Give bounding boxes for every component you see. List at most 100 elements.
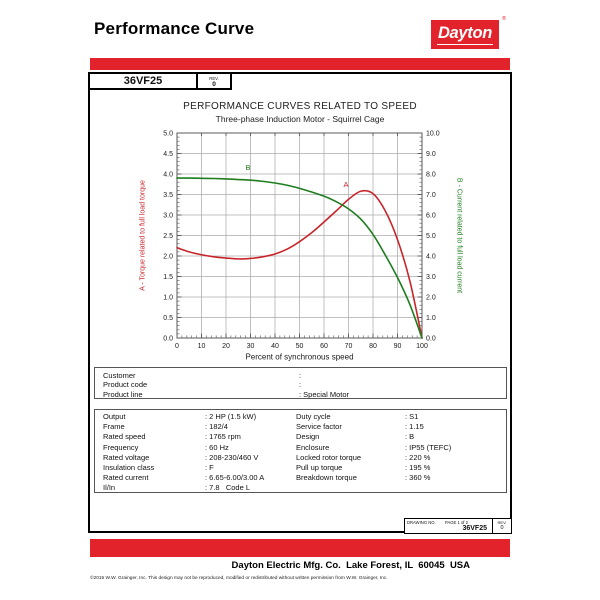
spec-row: Rated voltage 208-230/460 V Locked rotor… bbox=[95, 453, 506, 463]
svg-text:70: 70 bbox=[345, 343, 353, 350]
footer-company-address: Dayton Electric Mfg. Co. Lake Forest, IL… bbox=[231, 560, 470, 571]
spec-label: Frequency bbox=[103, 442, 139, 452]
spec-row: Frequency 60 Hz Enclosure IP55 (TEFC) bbox=[95, 443, 506, 453]
svg-text:60: 60 bbox=[320, 343, 328, 350]
svg-text:100: 100 bbox=[416, 343, 428, 350]
spec-value: 7.8 Code L bbox=[205, 483, 250, 492]
spec-row: Output 2 HP (1.5 kW) Duty cycle S1 bbox=[95, 412, 506, 422]
spec-value: 195 % bbox=[405, 463, 430, 472]
svg-text:7.0: 7.0 bbox=[426, 192, 436, 199]
svg-text:0.0: 0.0 bbox=[426, 336, 436, 343]
row-label: Customer bbox=[103, 370, 136, 380]
drawing-number-box: DRAWING NO. PAGE 1 of 2 36VF25 REV. 0 bbox=[404, 518, 512, 534]
svg-text:1.5: 1.5 bbox=[163, 274, 173, 281]
customer-info-box: Customer Product code Product line Speci… bbox=[94, 367, 507, 399]
spec-value: 1765 rpm bbox=[205, 432, 241, 441]
svg-text:4.0: 4.0 bbox=[163, 172, 173, 179]
svg-text:80: 80 bbox=[369, 343, 377, 350]
dayton-logo: Dayton ® bbox=[431, 16, 506, 49]
left-axis-label: A - Torque related to full load torque bbox=[139, 180, 147, 291]
svg-text:B: B bbox=[246, 163, 251, 172]
spec-value: 1.15 bbox=[405, 422, 424, 431]
rev-label: REV. bbox=[209, 75, 219, 81]
page-number-label: PAGE 1 of 2 bbox=[445, 520, 468, 525]
header-red-bar bbox=[90, 58, 510, 70]
registered-trademark-icon: ® bbox=[501, 16, 506, 22]
svg-text:A: A bbox=[344, 180, 349, 189]
svg-text:40: 40 bbox=[271, 343, 279, 350]
row-label: Product line bbox=[103, 389, 143, 399]
svg-text:0.5: 0.5 bbox=[163, 315, 173, 322]
spec-label: Service factor bbox=[296, 422, 342, 432]
spec-row: Rated current 6.65-6.00/3.00 A Breakdown… bbox=[95, 473, 506, 483]
svg-text:10.0: 10.0 bbox=[426, 131, 440, 138]
customer-row: Product line Special Motor bbox=[95, 390, 506, 400]
spec-value: 60 Hz bbox=[205, 443, 229, 452]
spec-value: 360 % bbox=[405, 473, 430, 482]
spec-row: Rated speed 1765 rpm Design B bbox=[95, 432, 506, 442]
spec-row: Il/In 7.8 Code L bbox=[95, 483, 506, 493]
dayton-logo-text: Dayton bbox=[436, 24, 494, 45]
svg-text:20: 20 bbox=[222, 343, 230, 350]
spec-label: Insulation class bbox=[103, 462, 155, 472]
spec-value: 6.65-6.00/3.00 A bbox=[205, 473, 264, 482]
footer-copyright: ©2015 W.W. Grainger, Inc. This design ma… bbox=[90, 576, 388, 581]
row-value bbox=[299, 371, 303, 380]
svg-text:1.0: 1.0 bbox=[163, 295, 173, 302]
footer-red-bar bbox=[90, 539, 510, 557]
customer-row: Customer bbox=[95, 371, 506, 381]
rev-value: 0 bbox=[500, 525, 504, 531]
row-value bbox=[299, 380, 303, 389]
spec-value: 208-230/460 V bbox=[205, 453, 258, 462]
svg-text:90: 90 bbox=[394, 343, 402, 350]
spec-label: Rated voltage bbox=[103, 452, 150, 462]
svg-text:30: 30 bbox=[247, 343, 255, 350]
spec-value: 182/4 bbox=[205, 422, 228, 431]
spec-label: Rated speed bbox=[103, 432, 146, 442]
svg-text:3.0: 3.0 bbox=[426, 274, 436, 281]
spec-label: Rated current bbox=[103, 473, 149, 483]
spec-value: F bbox=[205, 463, 214, 472]
spec-value: 220 % bbox=[405, 453, 430, 462]
row-value: Special Motor bbox=[299, 390, 349, 399]
spec-label: Duty cycle bbox=[296, 412, 331, 421]
svg-text:4.0: 4.0 bbox=[426, 254, 436, 261]
spec-label: Frame bbox=[103, 422, 125, 432]
spec-label: Design bbox=[296, 432, 320, 442]
svg-text:9.0: 9.0 bbox=[426, 151, 436, 158]
chart-title: PERFORMANCE CURVES RELATED TO SPEED bbox=[183, 101, 417, 112]
spec-value: IP55 (TEFC) bbox=[405, 443, 451, 452]
svg-text:10: 10 bbox=[198, 343, 206, 350]
page-title: Performance Curve bbox=[94, 19, 255, 38]
svg-text:4.5: 4.5 bbox=[163, 151, 173, 158]
svg-text:2.5: 2.5 bbox=[163, 233, 173, 240]
spec-row: Frame 182/4 Service factor 1.15 bbox=[95, 422, 506, 432]
svg-text:3.0: 3.0 bbox=[163, 213, 173, 220]
svg-text:5.0: 5.0 bbox=[163, 131, 173, 138]
main-border-box bbox=[88, 72, 512, 533]
svg-text:1.0: 1.0 bbox=[426, 315, 436, 322]
svg-text:50: 50 bbox=[296, 343, 304, 350]
svg-text:5.0: 5.0 bbox=[426, 233, 436, 240]
spec-label: Pull up torque bbox=[296, 462, 343, 472]
svg-text:0.0: 0.0 bbox=[163, 336, 173, 343]
performance-chart: 0 10 20 30 40 50 60 70 80 90 1000.00.51.01.52.02.5… bbox=[163, 131, 440, 362]
svg-text:8.0: 8.0 bbox=[426, 172, 436, 179]
spec-label: Enclosure bbox=[296, 442, 330, 452]
spec-label: Output bbox=[103, 412, 126, 421]
svg-text:0: 0 bbox=[175, 343, 179, 350]
customer-row: Product code bbox=[95, 380, 506, 390]
specifications-box: Output 2 HP (1.5 kW) Duty cycle S1 Frame… bbox=[94, 409, 507, 493]
spec-value: B bbox=[405, 432, 414, 441]
drawing-number: 36VF25 bbox=[462, 524, 487, 532]
right-axis-label: B - Current related to full load current bbox=[455, 177, 463, 294]
spec-row: Insulation class F Pull up torque 195 % bbox=[95, 463, 506, 473]
revision-cell: REV. 0 bbox=[196, 72, 232, 90]
spec-value: S1 bbox=[405, 412, 418, 421]
model-number-cell: 36VF25 bbox=[88, 72, 198, 90]
svg-text:2.0: 2.0 bbox=[426, 295, 436, 302]
svg-text:Percent of synchronous speed: Percent of synchronous speed bbox=[245, 353, 353, 362]
spec-label: Il/In bbox=[103, 483, 116, 493]
svg-text:6.0: 6.0 bbox=[426, 213, 436, 220]
